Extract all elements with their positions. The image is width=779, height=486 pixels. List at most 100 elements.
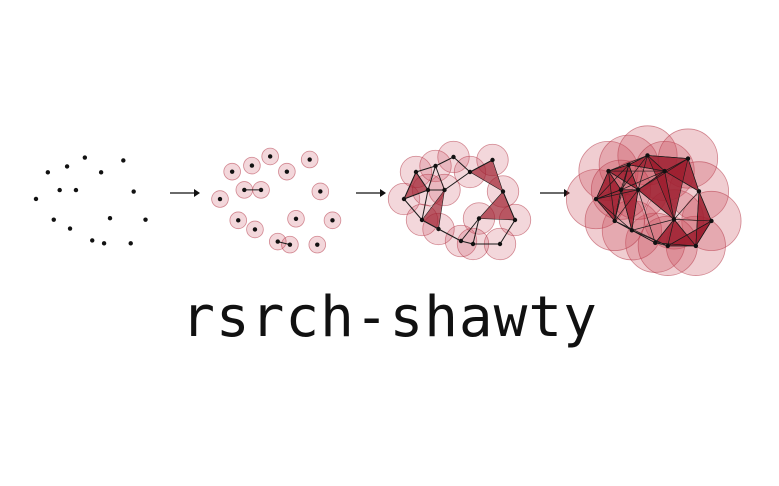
edge — [664, 170, 700, 192]
point — [242, 187, 247, 193]
point — [307, 157, 312, 162]
edge — [647, 155, 665, 172]
stage-large-radius — [565, 125, 742, 276]
point — [653, 240, 658, 245]
point — [121, 158, 126, 163]
point — [618, 187, 624, 192]
edge — [631, 189, 639, 231]
point — [425, 187, 431, 193]
edge — [472, 218, 480, 245]
point — [57, 187, 62, 193]
edge — [415, 171, 429, 191]
point — [98, 170, 104, 175]
edge — [637, 189, 656, 243]
point — [131, 189, 136, 194]
edge — [667, 220, 712, 247]
point — [267, 154, 273, 159]
stage-medium-radius — [387, 140, 532, 261]
edge — [421, 189, 429, 221]
point — [287, 242, 293, 247]
edge — [655, 219, 675, 244]
point — [275, 239, 280, 244]
arrow-head — [194, 189, 200, 197]
point — [476, 216, 482, 221]
point — [82, 155, 88, 160]
point — [635, 187, 641, 192]
arrow-head — [380, 189, 386, 197]
edge — [637, 189, 675, 220]
point — [101, 241, 107, 246]
point — [318, 189, 323, 194]
edge — [403, 189, 429, 200]
edge — [403, 171, 417, 200]
edge — [403, 198, 423, 221]
point — [401, 196, 407, 202]
point — [436, 226, 441, 232]
brand-title: rsrch-shawty — [181, 285, 598, 350]
point — [490, 157, 495, 163]
edge — [469, 159, 493, 173]
edge — [614, 189, 622, 222]
edge — [647, 155, 689, 159]
point — [107, 216, 113, 221]
edge — [698, 191, 712, 222]
point — [451, 154, 456, 160]
point — [258, 187, 264, 193]
edge — [628, 164, 665, 172]
edge — [687, 158, 700, 192]
point — [500, 189, 506, 194]
point — [467, 169, 473, 175]
stage-small-radius — [211, 147, 342, 254]
edge — [637, 155, 648, 190]
point — [612, 218, 617, 224]
point — [645, 153, 650, 158]
edge — [620, 155, 648, 190]
edge — [608, 170, 639, 191]
point — [413, 169, 419, 175]
point — [73, 187, 79, 193]
point — [229, 169, 235, 174]
point — [236, 218, 241, 223]
edge — [595, 189, 639, 200]
point — [293, 216, 299, 221]
edge — [628, 164, 639, 190]
arrow-right-icon — [540, 189, 570, 197]
edge — [664, 170, 675, 220]
point — [626, 162, 631, 167]
point — [51, 217, 56, 222]
edge — [499, 219, 516, 245]
point — [433, 163, 438, 169]
point — [315, 242, 320, 247]
point — [665, 243, 670, 249]
edge — [444, 171, 471, 191]
arrow-right-icon — [356, 189, 386, 197]
point — [458, 238, 464, 244]
edge — [695, 220, 712, 247]
edge — [628, 155, 648, 166]
point — [685, 156, 691, 161]
edge — [673, 219, 697, 247]
point — [252, 227, 258, 232]
edge — [415, 165, 436, 173]
arrow-right-icon — [170, 189, 200, 197]
edge — [673, 191, 700, 220]
point — [693, 243, 699, 249]
point — [512, 217, 518, 223]
point — [45, 170, 51, 175]
edge — [667, 219, 675, 247]
edge — [614, 189, 639, 222]
edge — [502, 191, 516, 221]
point — [284, 169, 290, 174]
point — [470, 241, 476, 247]
edge — [595, 170, 609, 200]
edge — [637, 158, 689, 191]
edge — [614, 220, 668, 247]
edge — [460, 218, 480, 242]
edge — [620, 170, 665, 191]
edge — [435, 156, 454, 167]
panels-layer — [33, 125, 742, 276]
point — [606, 168, 611, 174]
edge — [438, 228, 462, 242]
